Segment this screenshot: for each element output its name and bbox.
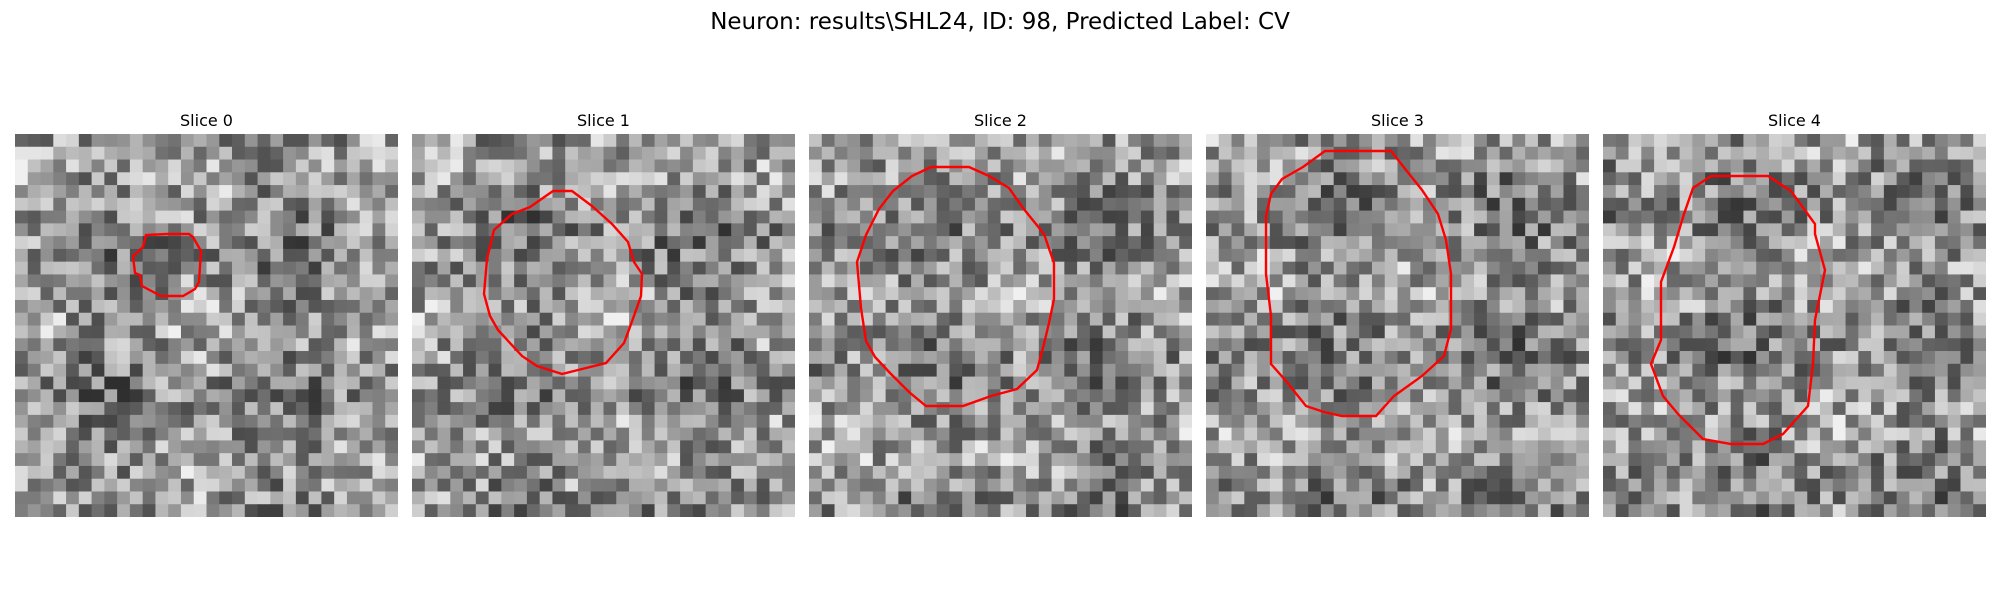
slice-title: Slice 3 <box>1371 111 1424 130</box>
slice-image <box>809 134 1192 517</box>
slice-title: Slice 4 <box>1768 111 1821 130</box>
slice-image <box>1603 134 1986 517</box>
noise-texture <box>412 134 795 517</box>
slice-image <box>1206 134 1589 517</box>
slice-image <box>15 134 398 517</box>
neuron-contour <box>1649 174 1827 446</box>
slice-panel-2: Slice 2 <box>809 108 1192 517</box>
slice-image <box>412 134 795 517</box>
noise-texture <box>1206 134 1589 517</box>
neuron-contour <box>482 189 644 376</box>
noise-texture <box>809 134 1192 517</box>
neuron-contour <box>131 232 203 298</box>
slice-title: Slice 1 <box>577 111 630 130</box>
slice-title: Slice 2 <box>974 111 1027 130</box>
figure-title: Neuron: results\SHL24, ID: 98, Predicted… <box>710 9 1290 35</box>
noise-texture <box>15 134 398 517</box>
slice-title: Slice 0 <box>180 111 233 130</box>
slice-panel-3: Slice 3 <box>1206 108 1589 517</box>
neuron-contour <box>855 165 1056 408</box>
slice-panel-1: Slice 1 <box>412 108 795 517</box>
slice-panel-4: Slice 4 <box>1603 108 1986 517</box>
neuron-contour <box>1264 149 1453 418</box>
slice-panel-0: Slice 0 <box>15 108 398 517</box>
